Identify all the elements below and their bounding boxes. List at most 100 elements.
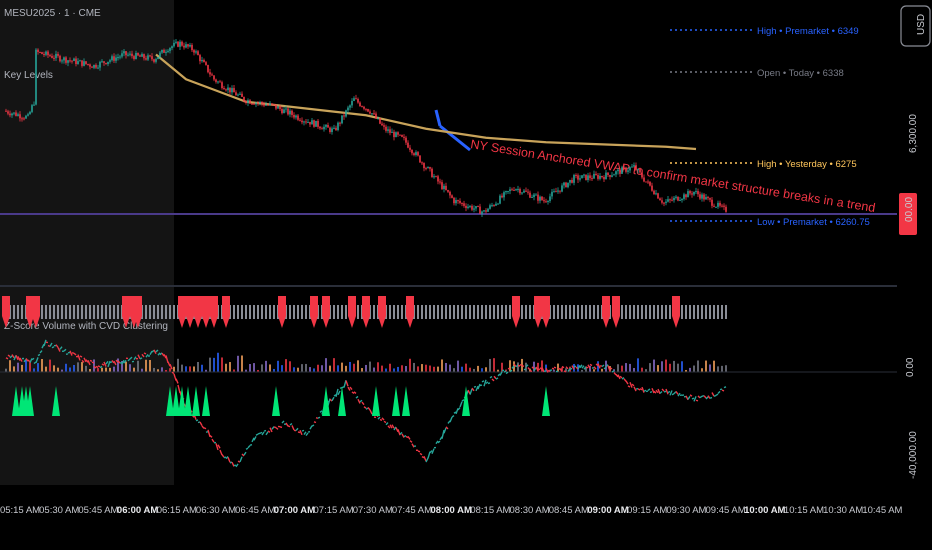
cvd-segment <box>269 427 273 433</box>
candle-body <box>59 55 61 62</box>
cvd-segment <box>701 394 705 397</box>
volume-bar <box>349 361 351 372</box>
candle-body <box>109 60 111 62</box>
candle-body <box>421 162 423 164</box>
cvd-segment <box>401 433 405 438</box>
symbol-title[interactable]: MESU2025 · 1 · CME <box>4 8 101 19</box>
candle-body <box>495 203 497 206</box>
candle-body <box>723 205 725 207</box>
cvd-segment <box>541 367 545 373</box>
candle-body <box>317 120 319 127</box>
candle-body <box>491 205 493 207</box>
lower-pane-title[interactable]: Z-Score Volume with CVD Clustering <box>4 321 168 332</box>
candle-body <box>661 200 663 203</box>
candle-body <box>693 191 695 195</box>
volume-bar <box>161 367 163 372</box>
cvd-segment <box>723 386 727 389</box>
candle-body <box>561 185 563 192</box>
candle-body <box>149 55 151 57</box>
cvd-segment <box>623 378 627 382</box>
candle-body <box>17 114 19 116</box>
cvd-segment <box>431 448 435 454</box>
candle-body <box>689 191 691 194</box>
candle-body <box>207 64 209 73</box>
current-price-marker[interactable] <box>899 193 917 235</box>
volume-bar <box>477 365 479 372</box>
cvd-segment <box>195 419 199 422</box>
candle-body <box>663 202 665 204</box>
cvd-segment <box>353 391 357 394</box>
cvd-segment <box>503 370 507 373</box>
cvd-segment <box>27 359 31 363</box>
volume-bar <box>117 358 119 372</box>
candle-body <box>133 56 135 60</box>
volume-bar <box>21 364 23 372</box>
candle-body <box>81 60 83 66</box>
candle-body <box>369 111 371 114</box>
indicator-title[interactable]: Key Levels <box>4 70 53 81</box>
cvd-segment <box>387 425 391 429</box>
volume-bar <box>453 368 455 372</box>
candle-body <box>41 52 43 55</box>
cvd-segment <box>101 363 105 366</box>
signal-triangle <box>178 386 186 416</box>
ribbon-segment <box>301 305 303 319</box>
candle-body <box>483 210 485 212</box>
cvd-segment <box>629 382 633 388</box>
price-axis-background <box>897 0 932 485</box>
ribbon-marker <box>194 296 202 328</box>
candle-body <box>469 205 471 207</box>
volume-bar <box>441 359 443 372</box>
cvd-segment <box>633 386 637 392</box>
volume-bar <box>661 361 663 372</box>
candle-body <box>685 194 687 198</box>
candle-body <box>361 106 363 108</box>
cvd-segment <box>397 429 401 436</box>
volume-bar <box>725 365 727 372</box>
cvd-segment <box>175 378 179 384</box>
volume-bar <box>57 367 59 372</box>
candle-body <box>667 199 669 202</box>
currency-button[interactable] <box>900 5 931 47</box>
volume-bar <box>237 355 239 372</box>
candle-body <box>529 192 531 198</box>
candle-body <box>267 104 269 106</box>
ribbon-segment <box>585 305 587 319</box>
candle-body <box>385 126 387 131</box>
volume-bar <box>501 362 503 372</box>
volume-bar <box>309 367 311 372</box>
volume-bar <box>377 362 379 372</box>
cvd-segment <box>703 395 707 399</box>
candle-body <box>195 51 197 53</box>
candle-body <box>299 119 301 121</box>
candle-body <box>535 194 537 196</box>
candle-body <box>323 126 325 130</box>
ribbon-segment <box>421 305 423 319</box>
cvd-segment <box>609 367 613 370</box>
ribbon-segment <box>161 305 163 319</box>
volume-bar <box>457 360 459 372</box>
cvd-segment <box>677 392 681 397</box>
volume-bar <box>373 367 375 372</box>
candle-body <box>371 113 373 115</box>
annotation-arrow[interactable] <box>434 109 471 152</box>
candle-body <box>599 175 601 179</box>
cvd-segment <box>489 375 493 379</box>
cvd-segment <box>111 359 115 364</box>
cvd-segment <box>605 364 609 368</box>
ribbon-segment <box>89 305 91 319</box>
ribbon-segment <box>493 305 495 319</box>
candle-body <box>315 120 317 127</box>
cvd-segment <box>137 354 141 359</box>
candle-body <box>405 137 407 143</box>
vwap-line-group <box>155 53 697 151</box>
volume-bar <box>541 360 543 372</box>
cvd-segment <box>11 354 15 359</box>
candle-body <box>5 110 7 112</box>
high-yesterday-label: High • Yesterday • 6275 <box>757 159 857 170</box>
candle-body <box>655 193 657 195</box>
candle-body <box>563 182 565 186</box>
candle-body <box>67 60 69 63</box>
volume-bar <box>9 360 11 372</box>
